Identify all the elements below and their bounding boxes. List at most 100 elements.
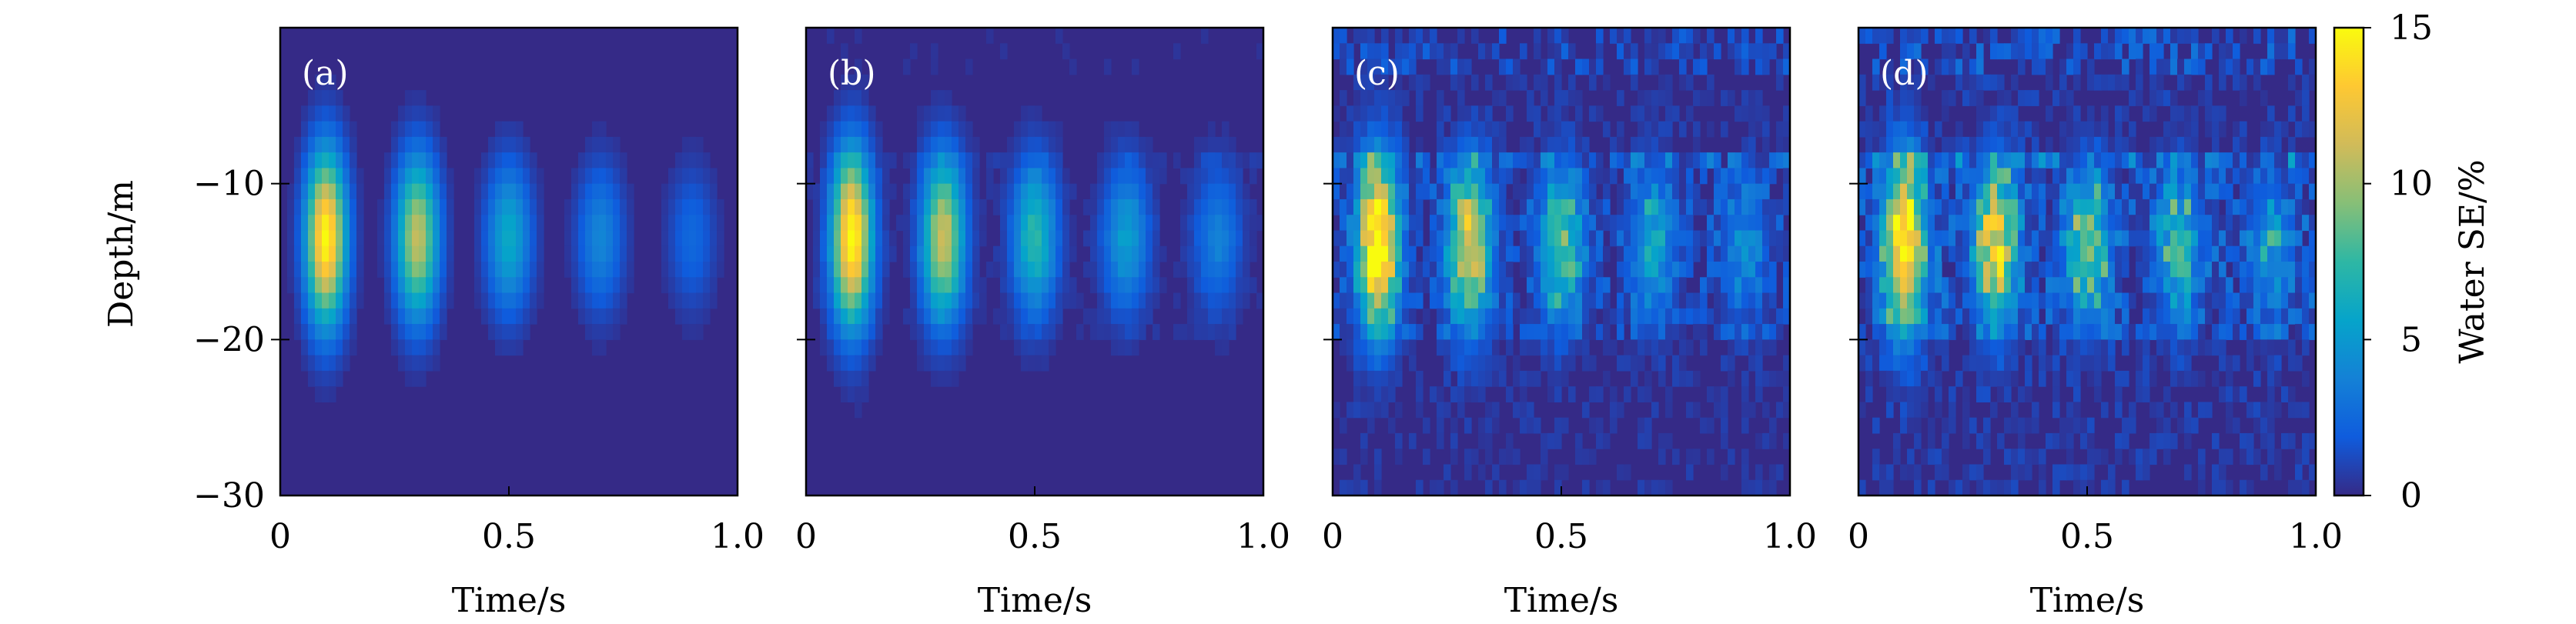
heat-cell: [592, 308, 600, 325]
heat-cell: [2080, 262, 2088, 278]
heat-cell: [1028, 292, 1035, 309]
heat-cell: [1962, 168, 1970, 185]
heat-cell: [1942, 464, 1949, 481]
heat-cell: [1527, 370, 1534, 387]
heat-cell: [2094, 199, 2102, 215]
heat-cell: [1665, 43, 1673, 60]
heat-cell: [2087, 74, 2095, 91]
heat-cell: [1450, 168, 1458, 185]
heat-cell: [2066, 245, 2074, 262]
heat-cell: [1949, 152, 1956, 169]
heat-cell: [1928, 230, 1935, 247]
heat-cell: [1409, 355, 1417, 372]
heat-cell: [1741, 464, 1749, 481]
heat-cell: [1340, 277, 1347, 294]
heat-cell: [841, 339, 848, 356]
heat-cell: [1069, 230, 1077, 247]
heat-cell: [1762, 324, 1770, 340]
heat-cell: [1665, 152, 1673, 169]
heat-cell: [1596, 152, 1604, 169]
heat-cell: [1520, 74, 1527, 91]
heat-cell: [419, 183, 427, 200]
heat-cell: [965, 292, 973, 309]
x-tick-label: 1.0: [1763, 517, 1817, 556]
heat-cell: [1049, 121, 1056, 138]
heat-cell: [1983, 105, 1991, 122]
heat-cell: [2184, 183, 2192, 200]
heat-cell: [931, 355, 938, 372]
heat-cell: [1485, 432, 1493, 449]
heat-cell: [2094, 449, 2102, 465]
heat-cell: [2149, 245, 2157, 262]
heat-cell: [2025, 245, 2032, 262]
heat-cell: [945, 370, 952, 387]
heat-cell: [1062, 215, 1070, 232]
heat-cell: [1672, 324, 1680, 340]
heat-cell: [1935, 324, 1942, 340]
heat-cell: [1374, 168, 1382, 185]
heat-cell: [848, 370, 855, 387]
heat-cell: [1153, 168, 1160, 185]
heat-cell: [1547, 105, 1555, 122]
heat-cell: [1492, 215, 1500, 232]
heat-cell: [1437, 152, 1444, 169]
heat-cell: [1450, 355, 1458, 372]
heat-cell: [1215, 277, 1223, 294]
heat-cell: [1638, 183, 1645, 200]
heat-cell: [1575, 152, 1583, 169]
heat-cell: [571, 230, 579, 247]
heat-cell: [2198, 292, 2206, 309]
heat-cell: [882, 215, 890, 232]
heat-cell: [827, 308, 835, 325]
heat-cell: [1589, 417, 1597, 434]
heat-cell: [1575, 215, 1583, 232]
colorbar-tick-label: 10: [2390, 165, 2433, 204]
heat-cell: [1444, 168, 1451, 185]
heat-cell: [1748, 105, 1756, 122]
heat-cell: [910, 183, 918, 200]
heat-cell: [1554, 339, 1562, 356]
heat-cell: [1485, 277, 1493, 294]
heat-cell: [384, 292, 392, 309]
heat-cell: [2143, 245, 2150, 262]
heat-cell: [2108, 308, 2116, 325]
heat-cell: [1554, 355, 1562, 372]
heat-cell: [1728, 355, 1735, 372]
heat-cell: [377, 215, 385, 232]
heat-cell: [2046, 308, 2053, 325]
heat-cell: [1603, 183, 1611, 200]
heat-cell: [2108, 292, 2116, 309]
heat-cell: [2226, 168, 2233, 185]
heat-cell: [689, 245, 697, 262]
heat-cell: [2253, 183, 2261, 200]
heat-cell: [2011, 43, 2019, 60]
heat-cell: [2267, 230, 2275, 247]
heat-cell: [2136, 464, 2143, 481]
heat-cell: [1907, 262, 1915, 278]
heat-cell: [945, 339, 952, 356]
heat-cell: [405, 90, 413, 106]
heat-cell: [1541, 308, 1548, 325]
heat-cell: [1983, 479, 1991, 496]
heat-cell: [1423, 168, 1430, 185]
heat-cell: [1693, 402, 1701, 419]
heat-cell: [1617, 245, 1624, 262]
heat-cell: [412, 168, 420, 185]
heat-cell: [1935, 245, 1942, 262]
heat-cell: [1893, 370, 1901, 387]
heat-cell: [2205, 199, 2213, 215]
heat-cell: [1534, 28, 1541, 44]
heat-cell: [1990, 308, 1998, 325]
heat-cell: [1014, 168, 1022, 185]
heat-cell: [1388, 370, 1396, 387]
heat-cell: [537, 183, 544, 200]
heat-cell: [682, 277, 690, 294]
heat-cell: [1097, 168, 1105, 185]
heat-cell: [1976, 339, 1984, 356]
heat-cell: [2184, 230, 2192, 247]
heat-cell: [2233, 355, 2240, 372]
heat-cell: [1471, 324, 1479, 340]
heat-cell: [2177, 292, 2185, 309]
heat-cell: [405, 215, 413, 232]
heat-cell: [2149, 183, 2157, 200]
